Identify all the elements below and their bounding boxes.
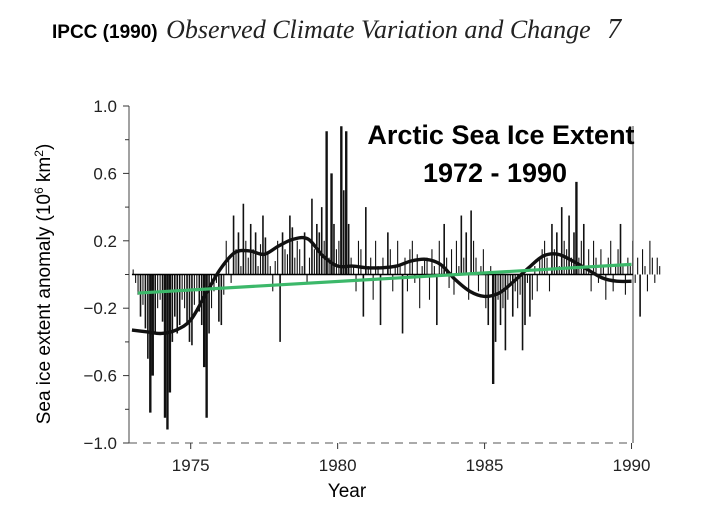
y-tick-label: 0.6	[93, 164, 117, 183]
x-tick-label: 1985	[466, 456, 504, 475]
anomaly-bars	[132, 126, 661, 430]
header-title: Observed Climate Variation and Change	[166, 15, 591, 44]
y-tick-label: 0.2	[93, 232, 117, 251]
y-tick-label: −1.0	[83, 434, 117, 453]
smoothed-curve	[131, 235, 632, 336]
x-axis-label: Year	[328, 481, 367, 502]
page-number: 7	[607, 14, 622, 45]
trend-line	[137, 262, 632, 295]
chart-title-line2: 1972 - 1990	[423, 158, 567, 188]
chart-title-line1: Arctic Sea Ice Extent	[367, 120, 634, 150]
header-source: IPCC (1990)	[52, 22, 158, 43]
x-tick-label: 1990	[613, 456, 651, 475]
tick-labels: 1.0 0.6 0.2 −0.2 −0.6 −1.0 1975 1980 1985 1990	[83, 97, 650, 475]
y-tick-label: −0.2	[83, 299, 117, 318]
x-tick-label: 1980	[319, 456, 357, 475]
x-tick-label: 1975	[172, 456, 210, 475]
y-tick-label: 1.0	[93, 97, 117, 116]
page-header: IPCC (1990) Observed Climate Variation a…	[52, 14, 621, 46]
y-tick-label: −0.6	[83, 367, 117, 386]
y-axis-label: Sea ice extent anomaly (106 km2)	[32, 144, 55, 425]
